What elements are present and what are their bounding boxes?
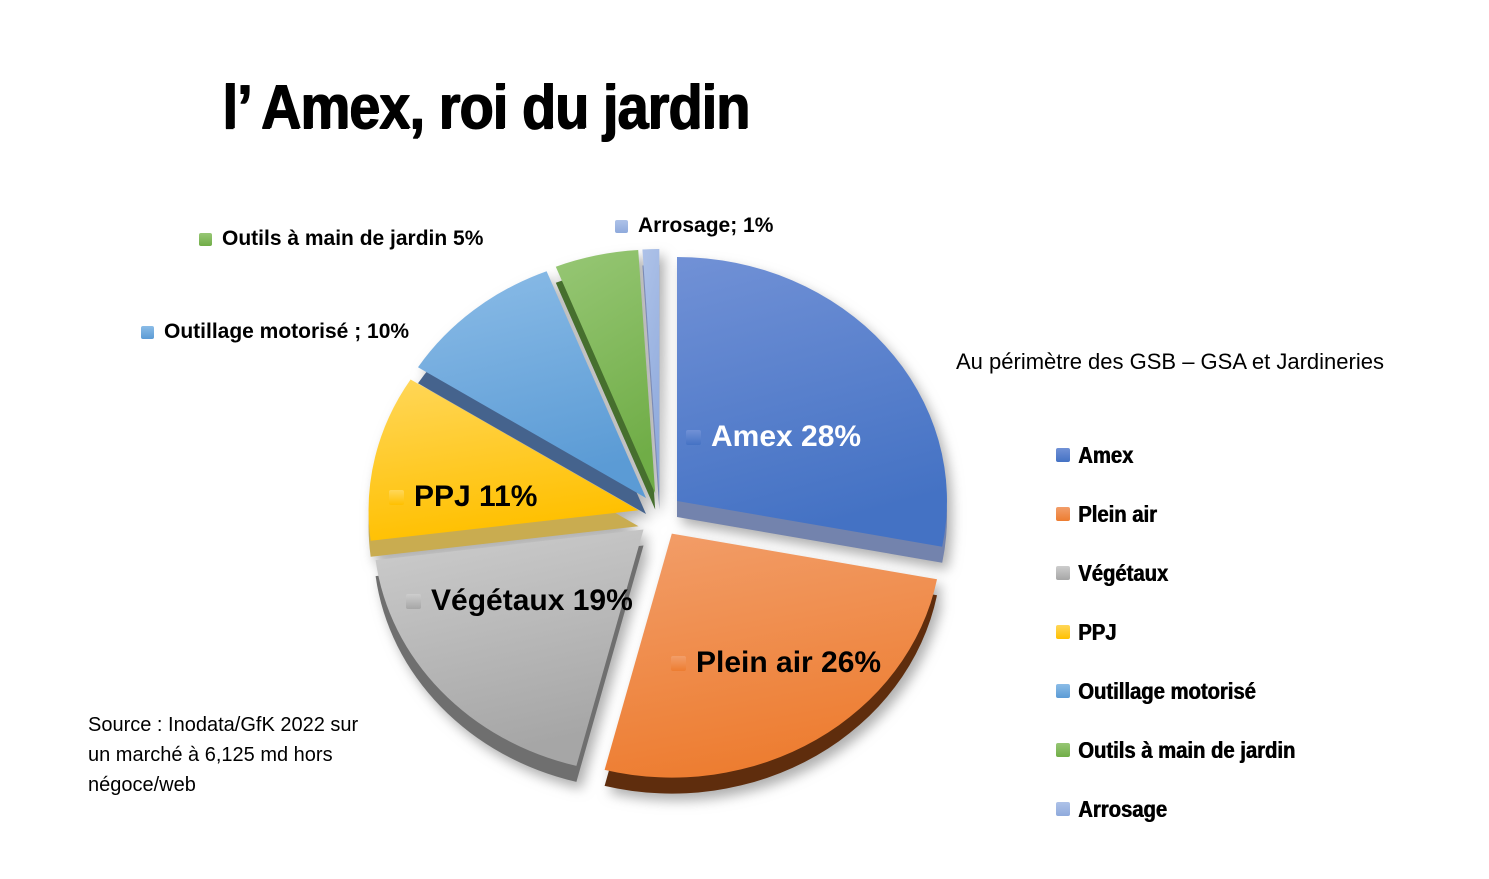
chart-subtitle: Au périmètre des GSB – GSA et Jardinerie… [956,349,1384,374]
arrosage-key-icon [615,219,628,233]
data-label-text: Outillage motorisé ; 10% [164,320,410,343]
pie-slice-amex [677,257,947,547]
data-label-arrosage: Arrosage; 1% [615,214,773,238]
legend-item-label: Végétaux [1078,559,1168,586]
legend-item-label: Plein air [1078,500,1157,527]
ppj-key-icon [389,489,404,505]
legend-item-label: Arrosage [1078,795,1167,822]
legend-key-icon [1056,507,1070,521]
data-label-text: Végétaux 19% [431,584,633,617]
legend-key-icon [1056,566,1070,580]
legend-key-icon [1056,802,1070,816]
legend-key-icon [1056,625,1070,639]
legend-item: Arrosage [1056,796,1325,822]
source-line: Source : Inodata/GfK 2022 sur [88,714,359,736]
chart-title: l’ Amex, roi du jardin [222,73,750,142]
legend-item: Amex [1056,442,1325,468]
legend-key-icon [1056,448,1070,462]
legend-item-label: Outils à main de jardin [1078,736,1296,763]
legend-item: Outillage motorisé [1056,678,1325,704]
data-label-outillage-motorise: Outillage motorisé ; 10% [141,320,409,344]
legend-item: Outils à main de jardin [1056,737,1325,763]
legend-item-label: Outillage motorisé [1078,677,1256,704]
pie-slice-outillage-motoris- [418,271,646,498]
amex-key-icon [686,429,701,445]
outils-a-main-key-icon [199,232,212,246]
pie-slice-v-g-taux [375,529,644,766]
data-label-text: PPJ 11% [414,480,538,513]
pie-slice-plein-air [604,533,937,778]
outillage-motorise-key-icon [141,325,154,339]
pie-slice-outils-main-de-jardin [555,250,656,494]
legend-key-icon [1056,684,1070,698]
data-label-amex: Amex 28% [686,420,861,454]
legend-item: Plein air [1056,501,1325,527]
data-label-text: Amex 28% [711,420,862,453]
legend-key-icon [1056,743,1070,757]
pie-slice-ppj [368,379,639,541]
data-label-text: Plein air 26% [696,646,882,679]
source-line: négoce/web [88,774,196,796]
data-label-vegetaux: Végétaux 19% [406,584,633,618]
legend-item-label: PPJ [1078,618,1117,645]
data-label-text: Arrosage; 1% [638,214,774,237]
legend-item: PPJ [1056,619,1325,645]
data-label-outils-a-main: Outils à main de jardin 5% [199,227,483,251]
data-label-text: Outils à main de jardin 5% [222,227,484,250]
legend-item-label: Amex [1078,441,1134,468]
pie-slice-arrosage [642,249,660,493]
plein-air-key-icon [671,655,686,671]
chart-legend: Amex Plein air Végétaux PPJ Outillage motori… [1056,442,1325,855]
vegetaux-key-icon [406,593,421,609]
pie-slices [368,249,947,794]
source-line: un marché à 6,125 md hors [88,744,333,766]
legend-item: Végétaux [1056,560,1325,586]
data-label-ppj: PPJ 11% [389,480,537,514]
source-note: Source : Inodata/GfK 2022 sur un marché … [88,710,358,800]
data-label-plein-air: Plein air 26% [671,646,881,680]
